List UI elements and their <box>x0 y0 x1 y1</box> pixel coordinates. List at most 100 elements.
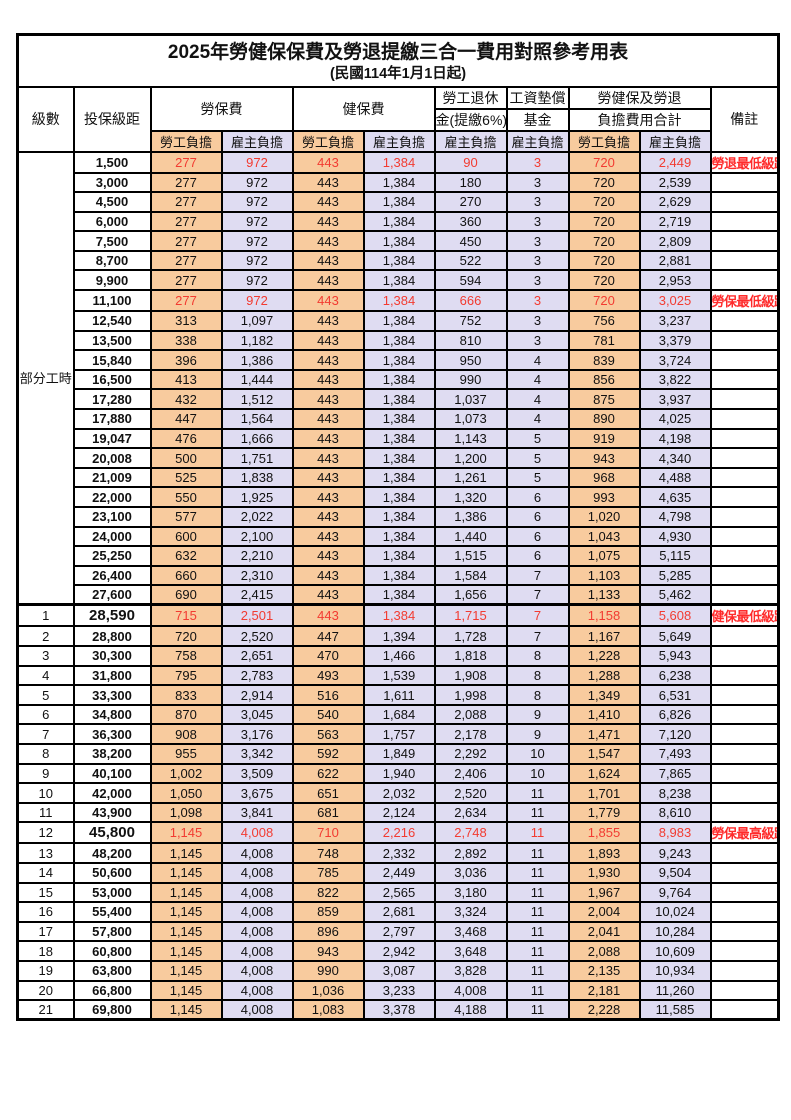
cell-health-employee: 443 <box>291 150 365 174</box>
cell-fund-employer: 4 <box>505 408 570 430</box>
cell-health-employee: 443 <box>291 171 365 194</box>
cell-health-employee: 443 <box>291 545 365 567</box>
cell-health-employee: 443 <box>291 506 365 528</box>
cell-level: 4 <box>16 664 75 687</box>
cell-pension-employer: 450 <box>433 230 508 252</box>
cell-health-employee: 943 <box>291 940 365 962</box>
cell-note <box>709 171 780 194</box>
cell-fund-employer: 11 <box>505 821 570 845</box>
table-row: 17 57,800 1,145 4,008 896 2,797 3,468 11 2,041 10… <box>16 920 780 943</box>
cell-health-employee: 516 <box>291 684 365 706</box>
title-row: 2025年勞健保保費及勞退提繳三合一費用對照參考用表 (民國114年1月1日起) <box>16 33 780 88</box>
cell-total-employee: 875 <box>567 388 641 411</box>
table-row: 18 60,800 1,145 4,008 943 2,942 3,648 11 2,088 10… <box>16 940 780 962</box>
cell-note <box>709 723 780 746</box>
cell-labor-employee: 600 <box>149 525 223 548</box>
cell-level: 13 <box>16 842 75 864</box>
cell-fund-employer: 3 <box>505 269 570 292</box>
table-row: 7,500 277 972 443 1,384 450 3 720 2,809 <box>18 230 780 252</box>
table-row: 20 66,800 1,145 4,008 1,036 3,233 4,008 11 2,181… <box>16 979 780 1002</box>
cell-insured-bracket: 50,600 <box>72 862 152 884</box>
cell-health-employee: 651 <box>291 782 365 804</box>
cell-total-employee: 1,349 <box>567 684 641 706</box>
cell-total-employee: 1,158 <box>567 603 641 628</box>
cell-labor-employee: 690 <box>149 584 223 606</box>
cell-insured-bracket: 8,700 <box>72 249 152 272</box>
cell-fund-employer: 11 <box>505 842 570 864</box>
cell-insured-bracket: 15,840 <box>72 349 152 371</box>
cell-labor-employer: 972 <box>220 191 294 213</box>
cell-health-employer: 1,684 <box>362 703 436 726</box>
cell-note <box>709 525 780 548</box>
table-row: 15,840 396 1,386 443 1,384 950 4 839 3,724 <box>18 349 780 371</box>
cell-insured-bracket: 66,800 <box>72 979 152 1002</box>
cell-level: 8 <box>16 743 75 765</box>
cell-health-employer: 1,384 <box>362 427 436 450</box>
cell-total-employee: 1,133 <box>567 584 641 606</box>
cell-insured-bracket: 7,500 <box>72 230 152 252</box>
table-row: 24,000 600 2,100 443 1,384 1,440 6 1,043 4,930 <box>18 525 780 548</box>
table-row: 26,400 660 2,310 443 1,384 1,584 7 1,103 5,285 <box>18 564 780 587</box>
cell-note <box>709 466 780 489</box>
table-row: 5 33,300 833 2,914 516 1,611 1,998 8 1,349 6,531 <box>16 684 780 706</box>
cell-pension-employer: 1,200 <box>433 447 508 469</box>
cell-insured-bracket: 6,000 <box>72 210 152 233</box>
table-row: 2 28,800 720 2,520 447 1,394 1,728 7 1,167 5,649 <box>16 625 780 648</box>
cell-total-employee: 943 <box>567 447 641 469</box>
cell-total-employer: 10,284 <box>638 920 712 943</box>
cell-total-employee: 720 <box>567 191 641 213</box>
table-row: 3,000 277 972 443 1,384 180 3 720 2,539 <box>18 171 780 194</box>
cell-note <box>709 564 780 587</box>
table-row: 17,880 447 1,564 443 1,384 1,073 4 890 4,025 <box>18 408 780 430</box>
cell-health-employer: 2,797 <box>362 920 436 943</box>
cell-health-employee: 443 <box>291 525 365 548</box>
cell-health-employee: 785 <box>291 862 365 884</box>
cell-level: 20 <box>16 979 75 1002</box>
cell-fund-employer: 3 <box>505 150 570 174</box>
table-row: 9 40,100 1,002 3,509 622 1,940 2,406 10 1,624 7,8… <box>16 762 780 785</box>
cell-fund-employer: 4 <box>505 349 570 371</box>
cell-insured-bracket: 13,500 <box>72 329 152 352</box>
cell-level: 10 <box>16 782 75 804</box>
cell-health-employee: 822 <box>291 881 365 904</box>
header-total-line2: 負擔費用合計 <box>567 107 712 132</box>
cell-fund-employer: 3 <box>505 329 570 352</box>
cell-health-employer: 1,384 <box>362 210 436 233</box>
cell-total-employee: 1,228 <box>567 645 641 667</box>
cell-note <box>709 881 780 904</box>
cell-total-employer: 3,237 <box>638 310 712 332</box>
cell-total-employee: 720 <box>567 171 641 194</box>
cell-pension-employer: 990 <box>433 368 508 391</box>
cell-health-employee: 493 <box>291 664 365 687</box>
cell-pension-employer: 1,320 <box>433 486 508 508</box>
cell-note <box>709 782 780 804</box>
cell-labor-employee: 277 <box>149 191 223 213</box>
cell-labor-employer: 2,022 <box>220 506 294 528</box>
cell-pension-employer: 270 <box>433 191 508 213</box>
cell-pension-employer: 950 <box>433 349 508 371</box>
cell-health-employer: 2,032 <box>362 782 436 804</box>
cell-fund-employer: 6 <box>505 486 570 508</box>
cell-health-employee: 443 <box>291 349 365 371</box>
cell-note <box>709 959 780 982</box>
cell-health-employer: 3,233 <box>362 979 436 1002</box>
cell-labor-employee: 955 <box>149 743 223 765</box>
cell-health-employee: 540 <box>291 703 365 726</box>
cell-health-employee: 896 <box>291 920 365 943</box>
cell-labor-employee: 277 <box>149 230 223 252</box>
cell-health-employer: 1,384 <box>362 249 436 272</box>
cell-fund-employer: 5 <box>505 427 570 450</box>
cell-total-employer: 9,504 <box>638 862 712 884</box>
cell-labor-employee: 338 <box>149 329 223 352</box>
cell-level: 21 <box>16 999 75 1021</box>
cell-fund-employer: 7 <box>505 603 570 628</box>
cell-fund-employer: 11 <box>505 979 570 1002</box>
cell-level: 9 <box>16 762 75 785</box>
cell-health-employer: 2,565 <box>362 881 436 904</box>
cell-total-employer: 10,024 <box>638 901 712 923</box>
cell-total-employee: 1,930 <box>567 862 641 884</box>
cell-labor-employee: 396 <box>149 349 223 371</box>
table-row: 9,900 277 972 443 1,384 594 3 720 2,953 <box>18 269 780 292</box>
cell-insured-bracket: 69,800 <box>72 999 152 1021</box>
